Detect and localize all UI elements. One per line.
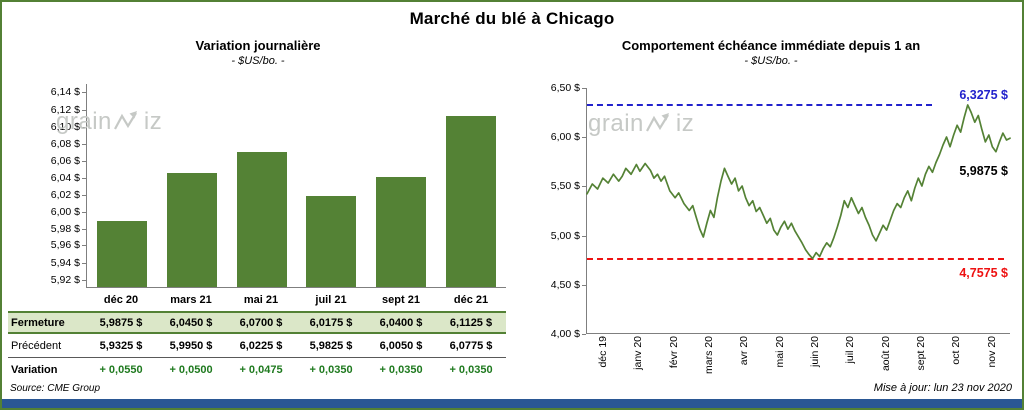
last-price-label: 5,9875 $	[959, 164, 1008, 179]
bar-y-tick-label: 5,96 $	[50, 239, 87, 252]
month-headers: déc 20 mars 21 mai 21 juil 21 sept 21 déc 21	[86, 294, 506, 306]
precedent-values: 5,9325 $ 5,9950 $ 6,0225 $ 5,9825 $ 6,0050 $…	[86, 340, 506, 352]
row-label-variation: Variation	[11, 364, 58, 376]
table-row-precedent: Précédent 5,9325 $ 5,9950 $ 6,0225 $ 5,9825…	[8, 334, 506, 357]
variation-value: + 0,0350	[379, 364, 423, 376]
line-chart-title: Comportement échéance immédiate depuis 1…	[621, 38, 921, 53]
line-x-tick-label: janv 20	[632, 336, 645, 370]
line-x-tick-label: août 20	[879, 336, 892, 372]
row-label-precedent: Précédent	[11, 339, 62, 352]
precedent-value: 6,0050 $	[379, 339, 423, 352]
line-y-tick-label: 5,00 $	[550, 229, 587, 242]
bar-déc-21	[446, 115, 497, 287]
fermeture-value: 6,0700 $	[239, 316, 283, 329]
fermeture-value: 6,0400 $	[379, 316, 423, 329]
line-x-tick-label: déc 19	[596, 336, 609, 368]
line-y-tick-label: 6,50 $	[550, 82, 587, 94]
footer-bar	[2, 399, 1022, 408]
precedent-value: 5,9825 $	[309, 339, 353, 352]
variation-value: + 0,0550	[99, 364, 143, 376]
futures-table: déc 20 mars 21 mai 21 juil 21 sept 21 déc 21 …	[8, 288, 506, 382]
line-x-axis: déc 19 janv 20 févr 20 mars 20 avr 20 mai 20 j…	[586, 334, 1010, 386]
price-series	[586, 104, 1011, 260]
line-y-tick-label: 4,00 $	[550, 328, 587, 340]
bar-mai-21	[236, 151, 287, 287]
table-row-variation: Variation + 0,0550 + 0,0500 + 0,0475 + 0,03…	[8, 357, 506, 382]
month-header: mars 21	[170, 293, 212, 306]
row-label-fermeture: Fermeture	[11, 316, 65, 329]
line-x-tick-label: mai 20	[773, 336, 786, 368]
month-header: juil 21	[315, 293, 347, 306]
low-label: 4,7575 $	[959, 266, 1008, 281]
page-title: Marché du blé à Chicago	[409, 9, 615, 28]
month-header: déc 21	[453, 293, 489, 306]
bar-sept-21	[376, 177, 427, 287]
bar-y-tick-label: 6,00 $	[50, 205, 87, 218]
precedent-value: 6,0225 $	[239, 339, 283, 352]
bar-y-tick-label: 5,98 $	[50, 222, 87, 235]
line-x-tick-label: mars 20	[702, 336, 715, 374]
bar-chart: 6,14 $ 6,12 $ 6,10 $ 6,08 $ 6,06 $ 6,04 $ 6,02…	[8, 84, 508, 288]
month-header: mai 21	[243, 293, 279, 306]
bar-y-tick-label: 5,94 $	[50, 256, 87, 269]
month-header: déc 20	[103, 293, 139, 306]
bar-y-tick-label: 6,04 $	[50, 171, 87, 184]
fermeture-values: 5,9875 $ 6,0450 $ 6,0700 $ 6,0175 $ 6,0400 $…	[86, 317, 506, 329]
line-x-tick-label: juil 20	[844, 336, 857, 364]
fermeture-value: 6,1125 $	[449, 316, 493, 329]
bar-y-tick-label: 6,10 $	[50, 120, 87, 133]
bar-déc-20	[96, 221, 147, 287]
line-chart: 6,50 $ 6,00 $ 5,50 $ 5,00 $ 4,50 $ 4,00 $ 6,3…	[522, 82, 1020, 374]
bar-y-tick-label: 6,12 $	[50, 103, 87, 116]
bar-juil-21	[306, 196, 357, 287]
month-header: sept 21	[382, 293, 420, 306]
precedent-value: 5,9325 $	[99, 339, 143, 352]
variation-value: + 0,0350	[309, 364, 353, 376]
source-note: Source: CME Group	[10, 383, 101, 394]
line-x-tick-label: oct 20	[950, 336, 963, 365]
high-dashed-line	[587, 103, 932, 106]
line-x-tick-label: avr 20	[738, 336, 751, 366]
bar-mars-21	[166, 172, 217, 287]
bar-y-tick-label: 5,92 $	[50, 273, 87, 286]
bar-chart-title: Variation journalière	[195, 38, 321, 53]
low-dashed-line	[587, 258, 1004, 261]
line-x-tick-label: nov 20	[985, 336, 998, 368]
bar-plot	[86, 84, 506, 288]
precedent-value: 6,0775 $	[449, 339, 493, 352]
line-y-tick-label: 5,50 $	[550, 180, 587, 193]
bar-chart-subtitle: - $US/bo. -	[231, 55, 285, 67]
one-year-panel: Comportement échéance immédiate depuis 1…	[522, 38, 1020, 374]
line-chart-subtitle: - $US/bo. -	[744, 55, 798, 67]
line-x-tick-label: févr 20	[667, 336, 680, 369]
variation-value: + 0,0350	[449, 364, 493, 376]
high-label: 6,3275 $	[959, 87, 1008, 102]
price-line	[586, 104, 1011, 260]
line-y-tick-label: 6,00 $	[550, 131, 587, 144]
table-months-row: déc 20 mars 21 mai 21 juil 21 sept 21 déc 21	[8, 288, 506, 311]
bar-y-tick-label: 6,14 $	[50, 86, 87, 99]
updated-note: Mise à jour: lun 23 nov 2020	[873, 382, 1012, 394]
fermeture-value: 6,0450 $	[169, 316, 213, 329]
line-y-axis: 6,50 $ 6,00 $ 5,50 $ 5,00 $ 4,50 $ 4,00 $	[522, 82, 587, 340]
bar-y-tick-label: 6,06 $	[50, 154, 87, 167]
line-plot: 6,3275 $ 5,9875 $ 4,7575 $	[586, 87, 1011, 334]
daily-variation-panel: Variation journalière - $US/bo. - 6,14 $…	[8, 38, 508, 382]
line-x-tick-label: sept 20	[914, 336, 927, 371]
variation-value: + 0,0475	[239, 364, 283, 376]
precedent-value: 5,9950 $	[169, 339, 213, 352]
fermeture-value: 5,9875 $	[99, 316, 143, 329]
bar-y-tick-label: 6,02 $	[50, 188, 87, 201]
fermeture-value: 6,0175 $	[309, 316, 353, 329]
line-x-tick-label: juin 20	[808, 336, 821, 367]
table-row-fermeture: Fermeture 5,9875 $ 6,0450 $ 6,0700 $ 6,0175…	[8, 311, 506, 334]
line-y-tick-label: 4,50 $	[550, 278, 587, 291]
bar-y-axis: 6,14 $ 6,12 $ 6,10 $ 6,08 $ 6,06 $ 6,04 $ 6,02…	[8, 84, 87, 288]
variation-value: + 0,0500	[169, 364, 213, 376]
variation-values: + 0,0550 + 0,0500 + 0,0475 + 0,0350 + 0,0350…	[86, 364, 506, 376]
bar-y-tick-label: 6,08 $	[50, 137, 87, 150]
